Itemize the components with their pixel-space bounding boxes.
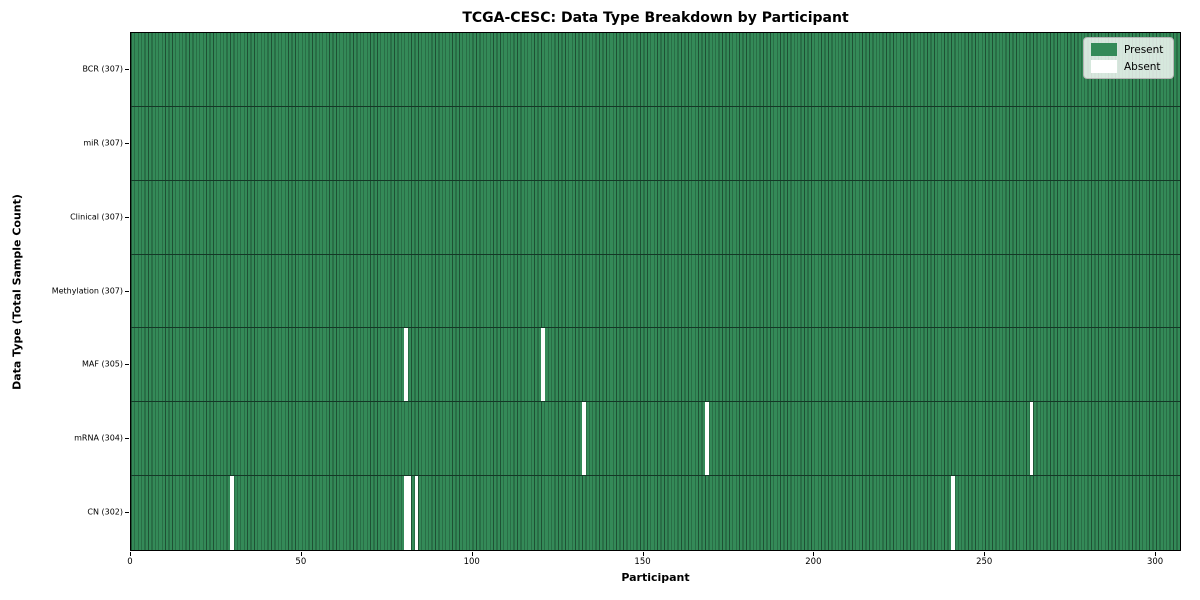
y-tick-mark [125,290,129,292]
x-tick-label-300: 300 [1146,557,1164,567]
y-tick-label-CN: CN (302) [87,507,123,517]
y-tick-mark [125,364,129,366]
plot-area [130,32,1181,551]
x-tick-mark [813,552,815,556]
x-tick-label-50: 50 [295,557,307,567]
x-tick-label-0: 0 [127,557,133,567]
y-tick-label-Clinical: Clinical (307) [70,212,123,222]
legend-item-present: Present [1091,43,1165,56]
y-tick-mark [125,142,129,144]
y-tick-label-MAF: MAF (305) [81,359,123,369]
x-tick-label-200: 200 [805,557,822,567]
absent-bar-MAF-80 [404,328,409,402]
heatmap-row-CN [131,476,1180,550]
absent-swatch-icon [1091,60,1117,73]
y-tick-label-BCR: BCR (307) [82,64,123,74]
absent-bar-CN-240 [951,476,955,550]
heatmap-row-BCR [131,33,1180,107]
x-tick-mark [471,552,473,556]
absent-bar-CN-80 [404,476,409,550]
y-tick-mark [125,512,129,514]
x-tick-mark [300,552,302,556]
x-tick-mark [642,552,644,556]
chart-title: TCGA-CESC: Data Type Breakdown by Partic… [462,10,849,26]
heatmap-row-miR [131,107,1180,181]
x-tick-label-150: 150 [634,557,651,567]
y-tick-mark [125,216,129,218]
x-tick-label-250: 250 [976,557,993,567]
x-tick-mark [984,552,986,556]
y-tick-label-mRNA: mRNA (304) [74,433,123,443]
absent-bar-mRNA-132 [582,402,586,476]
absent-bar-CN-81 [407,476,412,550]
legend-label-absent: Absent [1124,60,1161,73]
heatmap-row-Methylation [131,255,1180,329]
legend-item-absent: Absent [1091,60,1165,73]
legend: Present Absent [1083,37,1174,79]
heatmap-row-MAF [131,328,1180,403]
y-tick-mark [125,68,129,70]
absent-bar-mRNA-263 [1029,402,1034,476]
x-axis-label: Participant [621,571,690,584]
absent-bar-mRNA-168 [705,402,709,476]
absent-bar-CN-29 [230,476,234,550]
y-tick-label-miR: miR (307) [83,138,123,148]
legend-label-present: Present [1124,43,1164,56]
x-tick-mark [130,552,131,556]
x-tick-label-100: 100 [463,557,480,567]
absent-bar-CN-83 [414,476,419,550]
present-swatch-icon [1091,43,1117,56]
y-tick-label-Methylation: Methylation (307) [51,286,123,295]
heatmap-row-mRNA [131,402,1180,477]
heatmap-row-Clinical [131,181,1180,255]
x-tick-mark [1155,552,1157,556]
absent-bar-MAF-120 [541,328,545,402]
y-tick-mark [125,438,129,440]
